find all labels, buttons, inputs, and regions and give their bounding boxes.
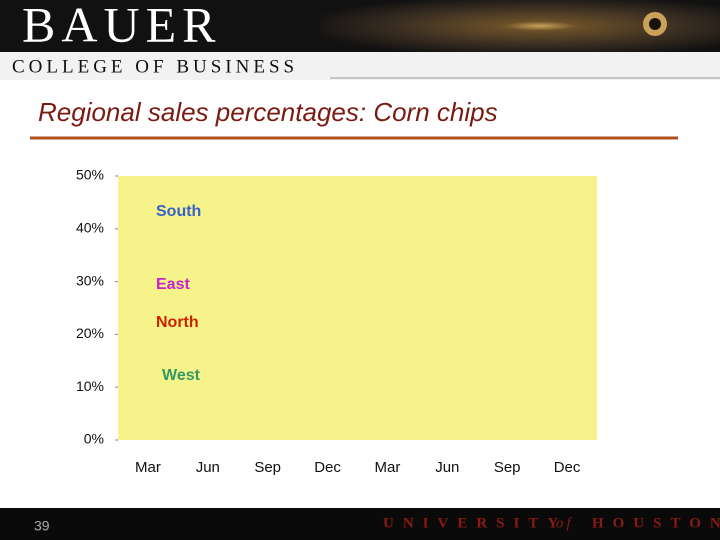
x-tick-label: Dec (554, 459, 581, 476)
college: COLLEGE OF BUSINESS (12, 56, 298, 77)
y-tick-label: 50% (76, 167, 104, 183)
slide-number: 39 (34, 518, 50, 534)
y-tick-label: 20% (76, 325, 104, 341)
series-label: West (162, 367, 201, 384)
x-tick-label: Sep (254, 459, 281, 476)
university-of: of (556, 515, 574, 531)
series-label: South (156, 203, 201, 220)
y-tick-label: 40% (76, 220, 104, 236)
brand: BAUER (22, 0, 221, 52)
series-label: North (156, 314, 199, 331)
x-tick-label: Jun (435, 459, 459, 476)
slide-title: Regional sales percentages: Corn chips (38, 97, 498, 127)
y-tick-label: 0% (84, 431, 104, 447)
x-tick-label: Jun (196, 459, 220, 476)
x-tick-label: Dec (314, 459, 341, 476)
plot-area (118, 176, 597, 440)
footer-band (0, 508, 720, 540)
series-label: East (156, 276, 190, 293)
y-tick-label: 10% (76, 378, 104, 394)
subheader-band (0, 52, 720, 80)
eye-pupil (649, 18, 661, 30)
y-tick-label: 30% (76, 272, 104, 288)
houston: HOUSTON (592, 515, 720, 531)
university: UNIVERSITY (383, 515, 567, 531)
x-tick-label: Mar (375, 459, 401, 476)
x-tick-label: Mar (135, 459, 161, 476)
x-tick-label: Sep (494, 459, 521, 476)
